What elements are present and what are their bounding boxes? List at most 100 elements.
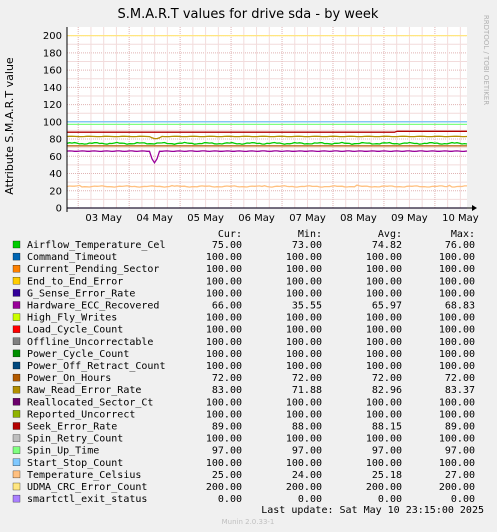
- legend-min-value: 72.00: [292, 373, 322, 384]
- legend-cur-value: 200.00: [206, 482, 242, 493]
- x-tick-label: 06 May: [238, 213, 275, 224]
- legend-swatch-hardware-ecc-recovered: [12, 301, 21, 309]
- legend-max-value: 97.00: [445, 446, 475, 457]
- legend-swatch-high-fly-writes: [12, 313, 21, 321]
- legend-cur-value: 97.00: [212, 446, 242, 457]
- legend-avg-value: 74.82: [372, 240, 402, 251]
- legend-name-power-on-hours: Power_On_Hours: [27, 373, 111, 384]
- legend-name-hardware-ecc-recovered: Hardware_ECC_Recovered: [27, 301, 159, 312]
- legend-swatch-load-cycle-count: [12, 325, 21, 333]
- legend-min-value: 100.00: [286, 349, 322, 360]
- legend-min-value: 88.00: [292, 422, 322, 433]
- legend-min-value: 100.00: [286, 325, 322, 336]
- legend-name-seek-error-rate: Seek_Error_Rate: [27, 422, 117, 433]
- series-line-airflow-temperature-cel: [66, 141, 468, 145]
- legend-cur-value: 66.00: [212, 301, 242, 312]
- col-cur-header: Cur:: [218, 229, 242, 240]
- y-tick-label: 0: [56, 204, 62, 215]
- series-line-temperature-celsius: [66, 184, 467, 188]
- legend-avg-value: 0.00: [378, 494, 402, 505]
- y-tick-label: 20: [49, 186, 62, 197]
- legend-cur-value: 72.00: [212, 373, 242, 384]
- x-tick-label: 03 May: [85, 213, 122, 224]
- x-tick-label: 04 May: [136, 213, 173, 224]
- rrdtool-credit: RRDTOOL / TOBI OETIKER: [482, 15, 490, 105]
- legend-avg-value: 100.00: [366, 361, 402, 372]
- x-tick-labels: 03 May 04 May 05 May 06 May 07 May 08 May 09 M…: [85, 213, 478, 224]
- legend-name-smartctl-exit-status: smartctl_exit_status: [27, 494, 147, 505]
- legend-name-udma-crc-error-count: UDMA_CRC_Error_Count: [27, 482, 147, 493]
- legend-avg-value: 100.00: [366, 434, 402, 445]
- legend-swatch-smartctl-exit-status: [12, 494, 21, 503]
- legend-swatch-raw-read-error-rate: [12, 386, 21, 394]
- legend-min-value: 100.00: [286, 409, 322, 420]
- legend-min-value: 100.00: [286, 276, 322, 287]
- legend-cur-value: 0.00: [218, 494, 242, 505]
- legend-min-value: 100.00: [286, 252, 322, 263]
- legend-min-value: 100.00: [286, 288, 322, 299]
- legend-swatch-spin-up-time: [12, 446, 21, 454]
- series-lines: [66, 34, 468, 209]
- legend-swatch-reallocated-sector-ct: [12, 398, 21, 406]
- legend-min-value: 71.88: [292, 385, 322, 396]
- legend-cur-value: 100.00: [206, 349, 242, 360]
- legend-avg-value: 65.97: [372, 301, 402, 312]
- legend-avg-value: 100.00: [366, 349, 402, 360]
- legend-max-value: 0.00: [451, 494, 475, 505]
- legend-name-power-cycle-count: Power_Cycle_Count: [27, 349, 129, 360]
- munin-version: Munin 2.0.33-1: [222, 518, 275, 526]
- legend-cur-value: 83.00: [212, 385, 242, 396]
- x-tick-label: 05 May: [187, 213, 224, 224]
- legend-max-value: 100.00: [439, 361, 475, 372]
- legend-name-airflow-temperature-cel: Airflow_Temperature_Cel: [27, 240, 165, 251]
- legend-max-value: 100.00: [439, 349, 475, 360]
- legend-max-value: 100.00: [439, 276, 475, 287]
- legend-name-g-sense-error-rate: G_Sense_Error_Rate: [27, 288, 135, 299]
- legend-min-value: 73.00: [292, 240, 322, 251]
- legend-avg-value: 100.00: [366, 313, 402, 324]
- series-line-raw-read-error-rate: [66, 135, 468, 140]
- legend-avg-value: 25.18: [372, 470, 402, 481]
- col-avg-header: Avg:: [378, 229, 402, 240]
- y-tick-label: 100: [43, 117, 62, 128]
- grid: [67, 27, 467, 208]
- legend-avg-value: 100.00: [366, 325, 402, 336]
- legend-min-value: 200.00: [286, 482, 322, 493]
- legend-min-value: 100.00: [286, 337, 322, 348]
- legend-avg-value: 100.00: [366, 288, 402, 299]
- legend-swatch-command-timeout: [12, 252, 21, 261]
- legend-max-value: 89.00: [445, 422, 475, 433]
- legend-swatch-airflow-temperature-cel: [12, 240, 21, 249]
- legend-avg-value: 88.15: [372, 422, 402, 433]
- legend-name-start-stop-count: Start_Stop_Count: [27, 458, 123, 469]
- last-update: Last update: Sat May 10 23:15:00 2025: [261, 505, 484, 516]
- legend-cur-value: 89.00: [212, 422, 242, 433]
- legend-max-value: 100.00: [439, 434, 475, 445]
- legend-max-value: 100.00: [439, 288, 475, 299]
- legend-avg-value: 72.00: [372, 373, 402, 384]
- legend-swatch-seek-error-rate: [12, 422, 21, 430]
- legend-avg-value: 82.96: [372, 385, 402, 396]
- legend-min-value: 97.00: [292, 446, 322, 457]
- legend-swatch-udma-crc-error-count: [12, 482, 21, 491]
- legend-max-value: 200.00: [439, 482, 475, 493]
- legend-name-end-to-end-error: End_to_End_Error: [27, 276, 123, 287]
- legend-cur-value: 100.00: [206, 276, 242, 287]
- y-axis-label: Attribute S.M.A.R.T value: [3, 57, 16, 195]
- legend: Cur: Min: Avg: Max: Airflow_Temperature_…: [12, 229, 475, 505]
- legend-name-temperature-celsius: Temperature_Celsius: [27, 470, 141, 481]
- legend-name-high-fly-writes: High_Fly_Writes: [27, 313, 117, 324]
- legend-cur-value: 100.00: [206, 313, 242, 324]
- legend-avg-value: 100.00: [366, 276, 402, 287]
- legend-max-value: 76.00: [445, 240, 475, 251]
- legend-max-value: 100.00: [439, 313, 475, 324]
- legend-cur-value: 100.00: [206, 337, 242, 348]
- legend-name-spin-retry-count: Spin_Retry_Count: [27, 434, 123, 445]
- plot-area: [67, 27, 467, 208]
- legend-swatch-power-off-retract-count: [12, 361, 21, 370]
- legend-avg-value: 100.00: [366, 337, 402, 348]
- legend-swatch-current-pending-sector: [12, 265, 21, 273]
- legend-cur-value: 75.00: [212, 240, 242, 251]
- y-tick-label: 120: [43, 100, 62, 111]
- legend-swatch-reported-uncorrect: [12, 410, 21, 418]
